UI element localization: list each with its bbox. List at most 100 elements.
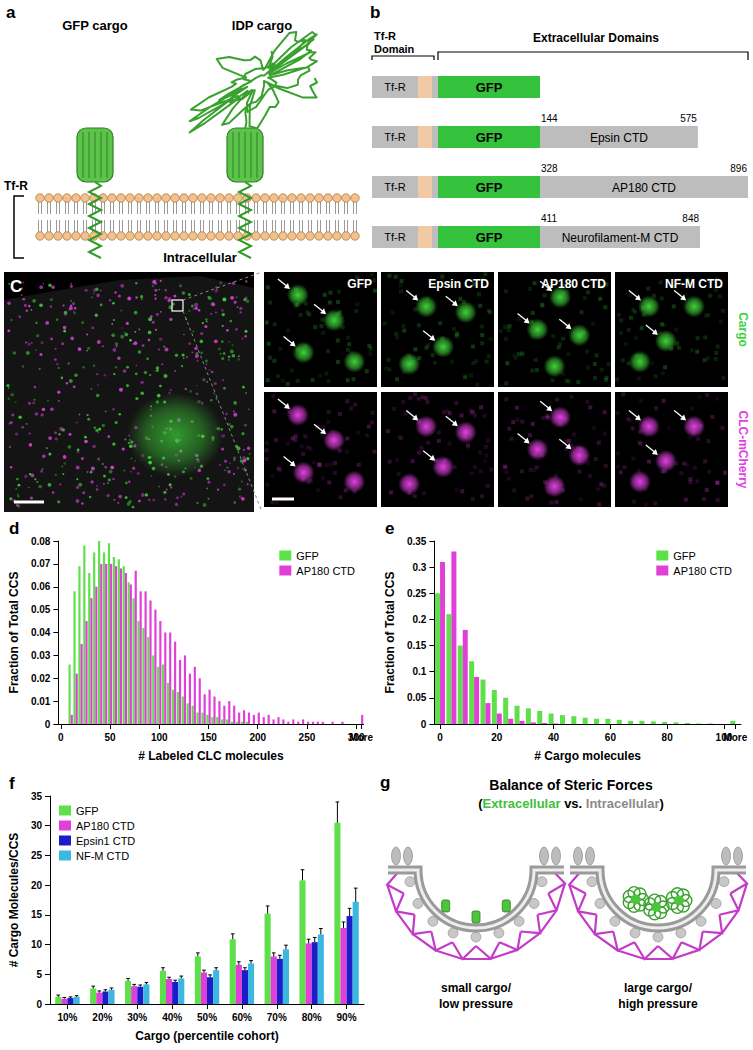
svg-text:Tf-R: Tf-R bbox=[4, 179, 28, 193]
svg-text:0: 0 bbox=[421, 719, 427, 730]
svg-text:Tf-R: Tf-R bbox=[384, 81, 405, 93]
svg-text:GFP: GFP bbox=[476, 230, 503, 245]
svg-text:0.15: 0.15 bbox=[407, 640, 427, 651]
svg-text:small cargo/: small cargo/ bbox=[441, 981, 512, 995]
svg-text:More: More bbox=[349, 732, 373, 743]
svg-text:896: 896 bbox=[730, 163, 747, 174]
svg-text:GFP: GFP bbox=[673, 550, 696, 562]
svg-text:GFP: GFP bbox=[476, 130, 503, 145]
svg-text:0.02: 0.02 bbox=[31, 673, 51, 684]
svg-text:0.1: 0.1 bbox=[412, 666, 426, 677]
svg-text:848: 848 bbox=[682, 213, 699, 224]
svg-text:Tf-R: Tf-R bbox=[374, 30, 396, 42]
svg-text:C: C bbox=[10, 277, 22, 296]
svg-text:b: b bbox=[370, 3, 380, 22]
svg-text:Epsin CTD: Epsin CTD bbox=[428, 277, 489, 291]
svg-text:20: 20 bbox=[31, 880, 43, 891]
svg-text:g: g bbox=[380, 773, 390, 792]
svg-text:Extracellular Domains: Extracellular Domains bbox=[533, 31, 659, 45]
svg-text:40: 40 bbox=[548, 732, 560, 743]
svg-text:AP180 CTD: AP180 CTD bbox=[612, 181, 676, 195]
svg-text:GFP: GFP bbox=[76, 805, 99, 817]
svg-text:70%: 70% bbox=[267, 1012, 287, 1023]
svg-text:Fraction of Total CCS: Fraction of Total CCS bbox=[7, 572, 21, 694]
svg-text:IDP cargo: IDP cargo bbox=[232, 18, 293, 33]
svg-text:0: 0 bbox=[58, 732, 64, 743]
svg-text:144: 144 bbox=[541, 113, 558, 124]
svg-text:25: 25 bbox=[31, 850, 43, 861]
svg-text:Intracellular: Intracellular bbox=[163, 250, 237, 265]
svg-text:20%: 20% bbox=[92, 1012, 112, 1023]
svg-text:Balance of Steric Forces: Balance of Steric Forces bbox=[489, 777, 653, 793]
svg-text:10: 10 bbox=[31, 939, 43, 950]
svg-text:35: 35 bbox=[31, 791, 43, 802]
svg-text:NF-M CTD: NF-M CTD bbox=[76, 850, 129, 862]
svg-text:Tf-R: Tf-R bbox=[384, 231, 405, 243]
svg-text:GFP: GFP bbox=[296, 550, 319, 562]
svg-text:0.03: 0.03 bbox=[31, 650, 51, 661]
svg-text:100: 100 bbox=[151, 732, 168, 743]
svg-text:e: e bbox=[385, 519, 394, 538]
svg-text:80%: 80% bbox=[302, 1012, 322, 1023]
svg-text:0: 0 bbox=[437, 732, 443, 743]
svg-text:575: 575 bbox=[680, 113, 697, 124]
svg-text:200: 200 bbox=[249, 732, 266, 743]
svg-text:Domain: Domain bbox=[374, 43, 415, 55]
svg-text:0.3: 0.3 bbox=[412, 562, 426, 573]
svg-text:high pressure: high pressure bbox=[618, 997, 698, 1011]
svg-text:AP180 CTD: AP180 CTD bbox=[296, 565, 355, 577]
svg-text:0: 0 bbox=[36, 999, 42, 1010]
svg-text:Tf-R: Tf-R bbox=[384, 181, 405, 193]
svg-text:328: 328 bbox=[541, 163, 558, 174]
svg-text:Epsin CTD: Epsin CTD bbox=[590, 131, 648, 145]
svg-text:AP180 CTD: AP180 CTD bbox=[673, 565, 732, 577]
svg-text:d: d bbox=[9, 519, 19, 538]
svg-text:0.35: 0.35 bbox=[407, 536, 427, 547]
svg-text:50: 50 bbox=[104, 732, 116, 743]
svg-text:0.05: 0.05 bbox=[31, 604, 51, 615]
svg-text:10%: 10% bbox=[57, 1012, 77, 1023]
svg-text:# Labeled CLC molecules: # Labeled CLC molecules bbox=[138, 749, 284, 763]
svg-text:Tf-R: Tf-R bbox=[384, 131, 405, 143]
svg-text:80: 80 bbox=[662, 732, 674, 743]
svg-text:GFP: GFP bbox=[476, 80, 503, 95]
svg-text:0.25: 0.25 bbox=[407, 588, 427, 599]
svg-text:NF-M CTD: NF-M CTD bbox=[665, 277, 723, 291]
svg-text:0.08: 0.08 bbox=[31, 536, 51, 547]
svg-text:15: 15 bbox=[31, 909, 43, 920]
svg-text:large cargo/: large cargo/ bbox=[624, 981, 693, 995]
svg-text:0: 0 bbox=[45, 719, 51, 730]
svg-text:0.2: 0.2 bbox=[412, 614, 426, 625]
svg-text:30: 30 bbox=[31, 820, 43, 831]
svg-text:AP180 CTD: AP180 CTD bbox=[541, 277, 606, 291]
svg-text:60: 60 bbox=[605, 732, 617, 743]
svg-text:Fraction of Total CCS: Fraction of Total CCS bbox=[383, 572, 397, 694]
svg-text:# Cargo Molecules/CCS: # Cargo Molecules/CCS bbox=[7, 833, 21, 968]
svg-text:90%: 90% bbox=[337, 1012, 357, 1023]
svg-text:5: 5 bbox=[36, 969, 42, 980]
svg-text:AP180 CTD: AP180 CTD bbox=[76, 820, 135, 832]
svg-text:0.06: 0.06 bbox=[31, 581, 51, 592]
svg-text:# Cargo molecules: # Cargo molecules bbox=[534, 749, 641, 763]
svg-text:0.04: 0.04 bbox=[31, 627, 51, 638]
svg-text:Cargo: Cargo bbox=[736, 312, 750, 347]
svg-text:150: 150 bbox=[200, 732, 217, 743]
svg-text:60%: 60% bbox=[232, 1012, 252, 1023]
svg-text:GFP cargo: GFP cargo bbox=[62, 18, 128, 33]
svg-text:Epsin1 CTD: Epsin1 CTD bbox=[76, 835, 135, 847]
svg-text:0.05: 0.05 bbox=[407, 692, 427, 703]
svg-text:f: f bbox=[9, 774, 15, 793]
svg-text:More: More bbox=[723, 732, 747, 743]
svg-text:250: 250 bbox=[299, 732, 316, 743]
svg-text:a: a bbox=[6, 3, 16, 22]
svg-text:GFP: GFP bbox=[347, 277, 372, 291]
svg-text:CLC-mCherry: CLC-mCherry bbox=[736, 410, 750, 488]
svg-text:GFP: GFP bbox=[476, 180, 503, 195]
svg-text:Neurofilament-M CTD: Neurofilament-M CTD bbox=[562, 231, 679, 245]
svg-text:411: 411 bbox=[541, 213, 557, 224]
svg-text:low pressure: low pressure bbox=[439, 997, 513, 1011]
svg-text:20: 20 bbox=[491, 732, 503, 743]
svg-text:30%: 30% bbox=[127, 1012, 147, 1023]
svg-text:Cargo (percentile cohort): Cargo (percentile cohort) bbox=[135, 1029, 278, 1043]
svg-text:0.01: 0.01 bbox=[31, 696, 51, 707]
